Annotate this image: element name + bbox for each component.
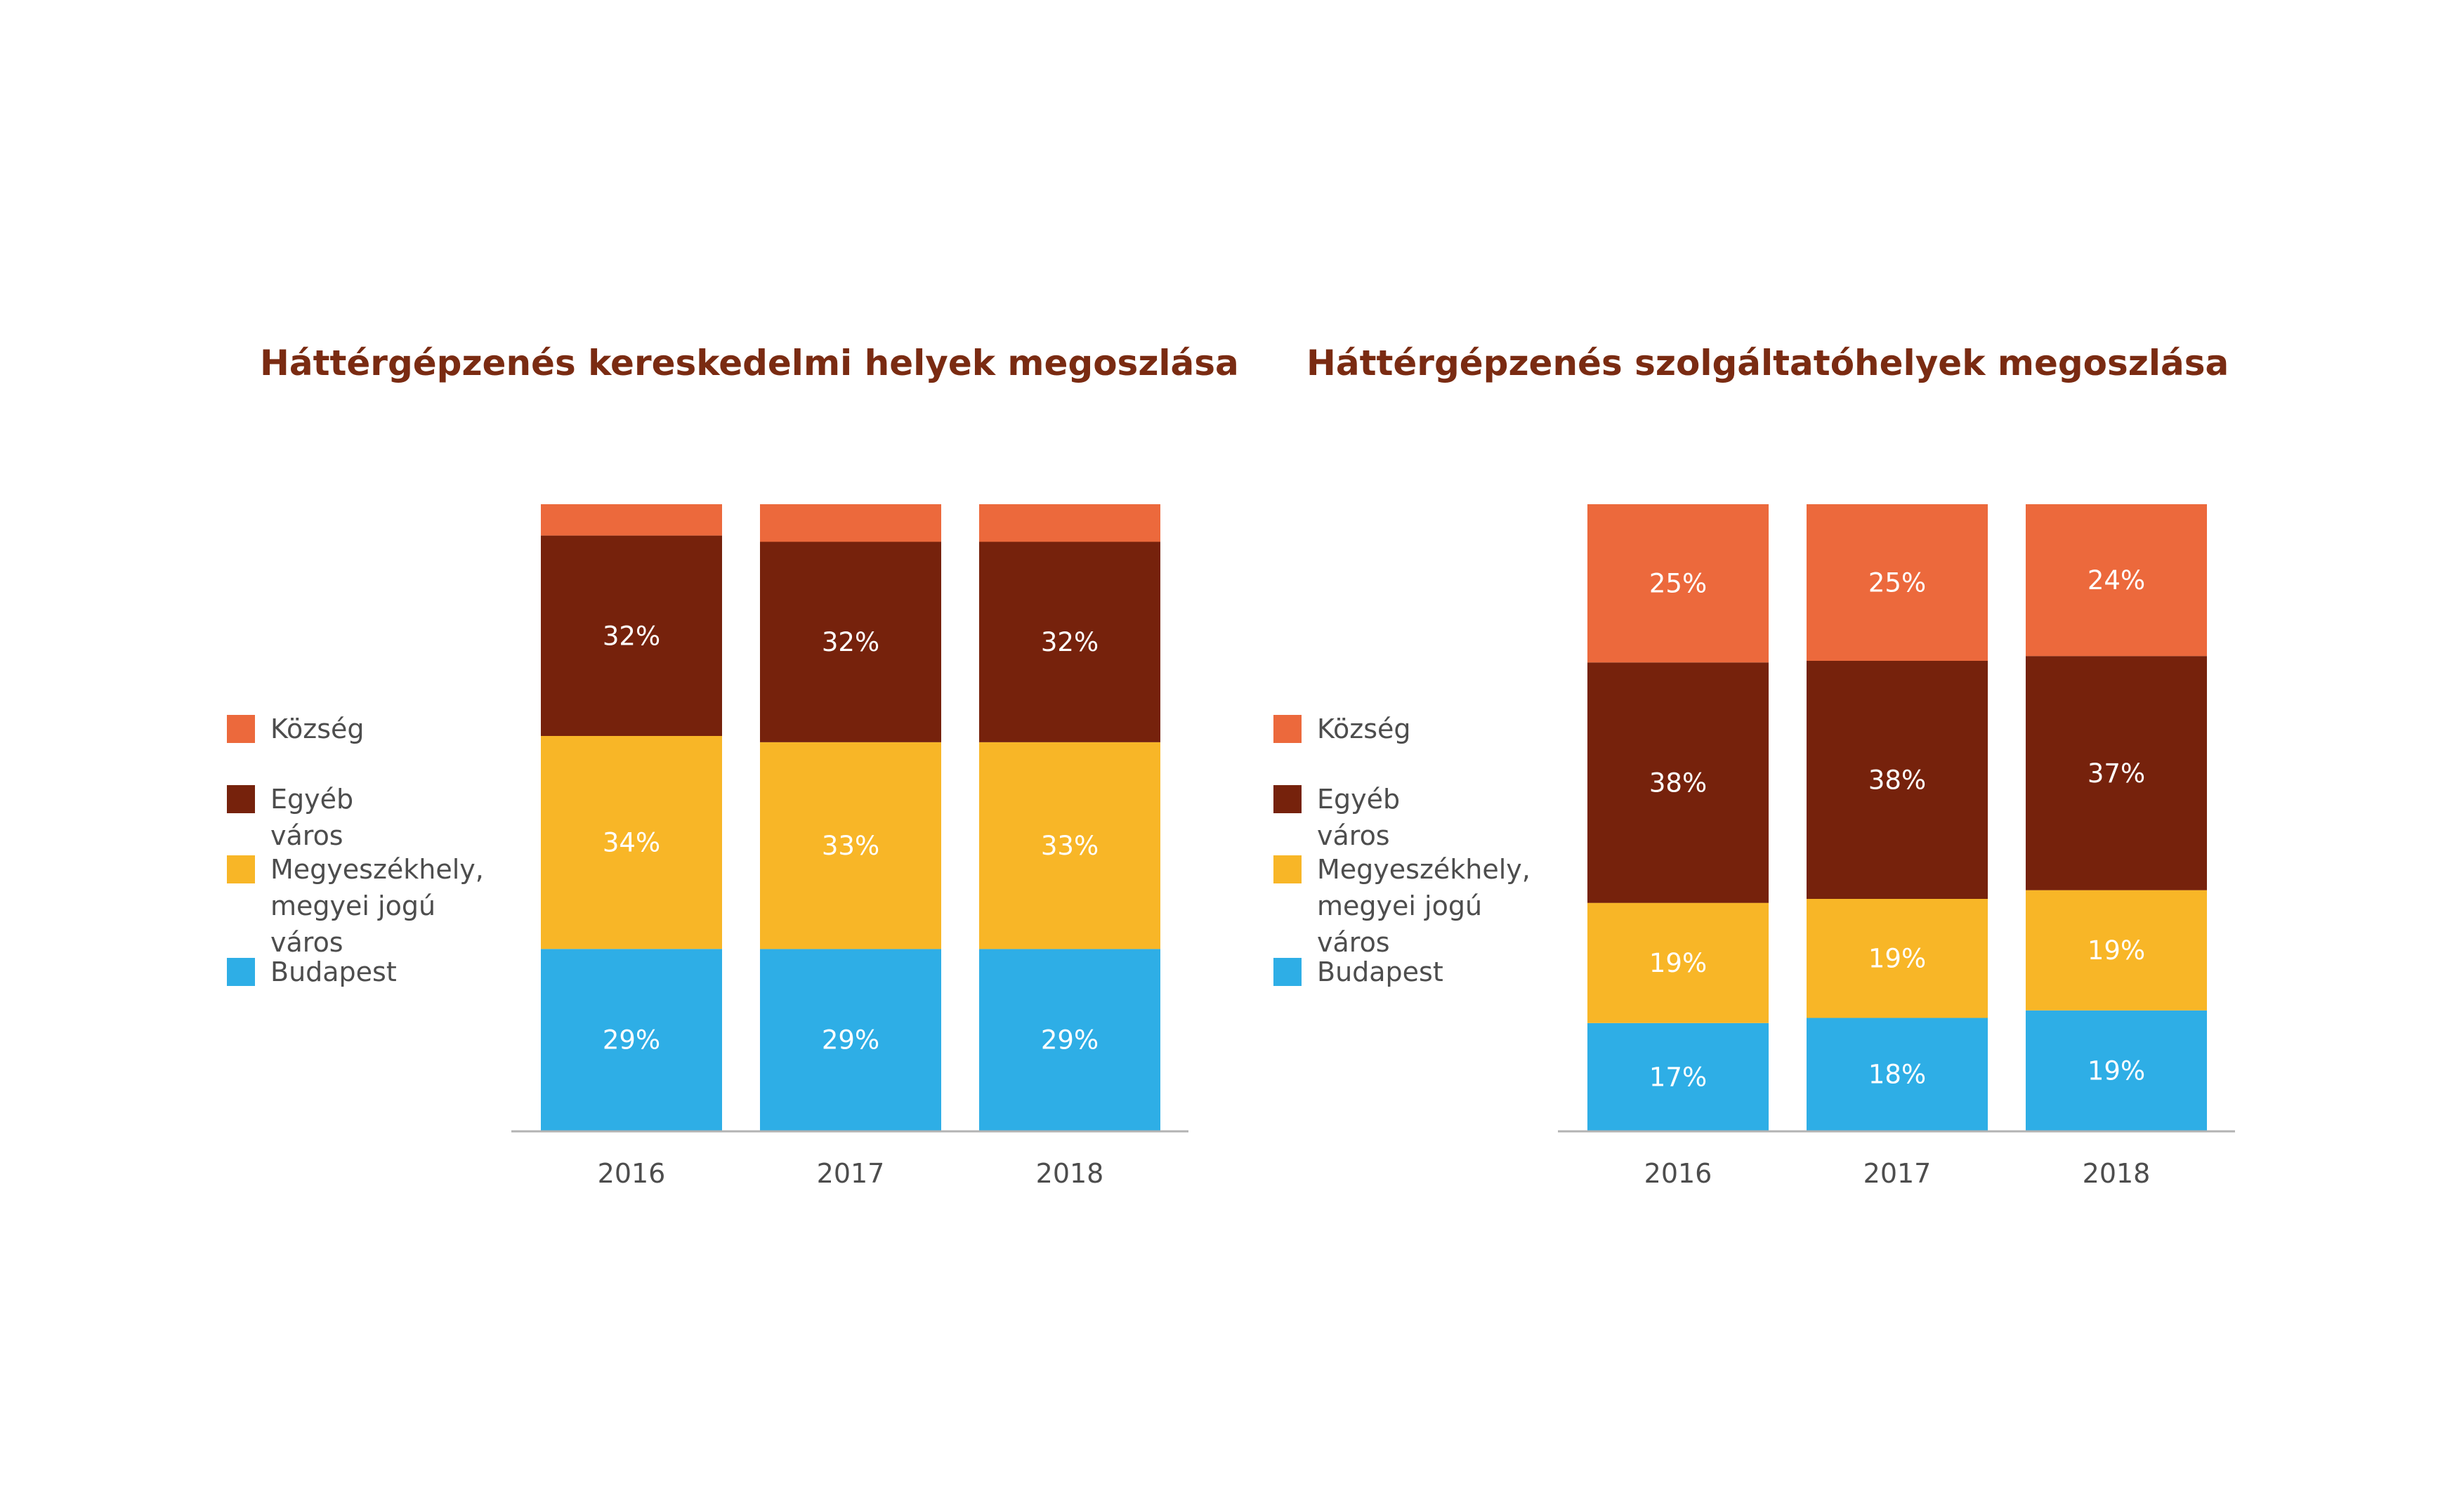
bar-segment xyxy=(541,535,722,736)
chart-panel-retail: Háttérgépzenés kereskedelmi helyek megos… xyxy=(227,343,1239,1189)
bar-segment xyxy=(2026,890,2207,1011)
legend-label: Egyéb város xyxy=(1317,784,1401,851)
bar-segment xyxy=(1807,1018,1988,1131)
legend-swatch-egyeb-varos xyxy=(227,785,255,813)
data-label: 29% xyxy=(603,1025,660,1055)
chart-panel-services: Háttérgépzenés szolgáltatóhelyek megoszl… xyxy=(1047,0,2279,1493)
bar-segment xyxy=(979,541,1160,742)
legend-swatch-budapest xyxy=(227,958,255,986)
data-label: 32% xyxy=(1041,627,1099,657)
bar-segment xyxy=(541,949,722,1131)
bar-segment xyxy=(1807,899,1988,1018)
bar-segment xyxy=(1587,504,1769,663)
x-tick-label: 2016 xyxy=(598,1158,666,1189)
data-label: 24% xyxy=(2088,565,2145,596)
bar-segment xyxy=(1807,661,1988,899)
bar-chart-services: 17% 19% 38% 25% 2016 18% 19% 38% 25% 2017 19% 19% 37… xyxy=(1558,504,2235,1189)
data-label: 19% xyxy=(1649,948,1707,978)
data-label: 17% xyxy=(1649,1062,1707,1092)
bar-segment xyxy=(1587,1022,1769,1131)
legend-swatch-budapest xyxy=(1273,958,1302,986)
bar-segment xyxy=(760,742,941,949)
legend-swatch-kozseg xyxy=(1273,715,1302,743)
legend-label: Budapest xyxy=(270,956,397,987)
data-label: 25% xyxy=(1868,568,1926,598)
data-label: 19% xyxy=(2088,935,2145,966)
bar-segment xyxy=(1807,504,1988,661)
bar-segment xyxy=(2026,1010,2207,1131)
legend-label: Budapest xyxy=(1317,956,1443,987)
bar-segment xyxy=(1587,662,1769,903)
data-label: 29% xyxy=(822,1025,879,1055)
chart-title: Háttérgépzenés szolgáltatóhelyek megoszl… xyxy=(1306,343,2229,383)
data-label: 18% xyxy=(1868,1060,1926,1090)
legend-label: Megyeszékhely, megyei jogú város xyxy=(1317,854,1531,958)
legend-swatch-kozseg xyxy=(227,715,255,743)
legend-label: Megyeszékhely, megyei jogú város xyxy=(270,854,484,958)
bar-segment xyxy=(760,504,941,542)
legend-swatch-egyeb-varos xyxy=(1273,785,1302,813)
data-label: 33% xyxy=(822,831,879,861)
x-tick-label: 2017 xyxy=(817,1158,885,1189)
bar-segment xyxy=(979,742,1160,949)
legend-swatch-megyeszekhely xyxy=(227,855,255,883)
data-label: 32% xyxy=(603,621,660,651)
data-label: 19% xyxy=(1868,944,1926,974)
x-tick-label: 2016 xyxy=(1644,1158,1712,1189)
data-label: 38% xyxy=(1649,768,1707,798)
data-label: 34% xyxy=(603,828,660,858)
data-label: 38% xyxy=(1868,765,1926,796)
bar-chart-retail: 29% 34% 32% 2016 29% 33% 32% 2017 29% 33% 32% 2018 xyxy=(511,504,1188,1189)
legend-label: Község xyxy=(1317,713,1411,744)
legend-swatch-megyeszekhely xyxy=(1273,855,1302,883)
bar-segment xyxy=(760,541,941,742)
bar-segment xyxy=(1587,902,1769,1023)
x-tick-label: 2018 xyxy=(2083,1158,2151,1189)
data-label: 29% xyxy=(1041,1025,1099,1055)
bar-segment xyxy=(2026,504,2207,657)
bar-segment xyxy=(979,504,1160,542)
legend-label: Egyéb város xyxy=(270,784,354,851)
bar-segment xyxy=(541,504,722,536)
data-label: 19% xyxy=(2088,1055,2145,1086)
data-label: 37% xyxy=(2088,758,2145,789)
bar-segment xyxy=(979,949,1160,1131)
bar-segment xyxy=(541,736,722,949)
x-tick-label: 2017 xyxy=(1863,1158,1932,1189)
chart-title: Háttérgépzenés kereskedelmi helyek megos… xyxy=(260,343,1239,383)
bar-segment xyxy=(760,949,941,1131)
bar-segment xyxy=(2026,656,2207,890)
data-label: 33% xyxy=(1041,831,1099,861)
legend-label: Község xyxy=(270,713,365,744)
data-label: 32% xyxy=(822,627,879,657)
x-tick-label: 2018 xyxy=(1036,1158,1104,1189)
data-label: 25% xyxy=(1649,569,1707,599)
